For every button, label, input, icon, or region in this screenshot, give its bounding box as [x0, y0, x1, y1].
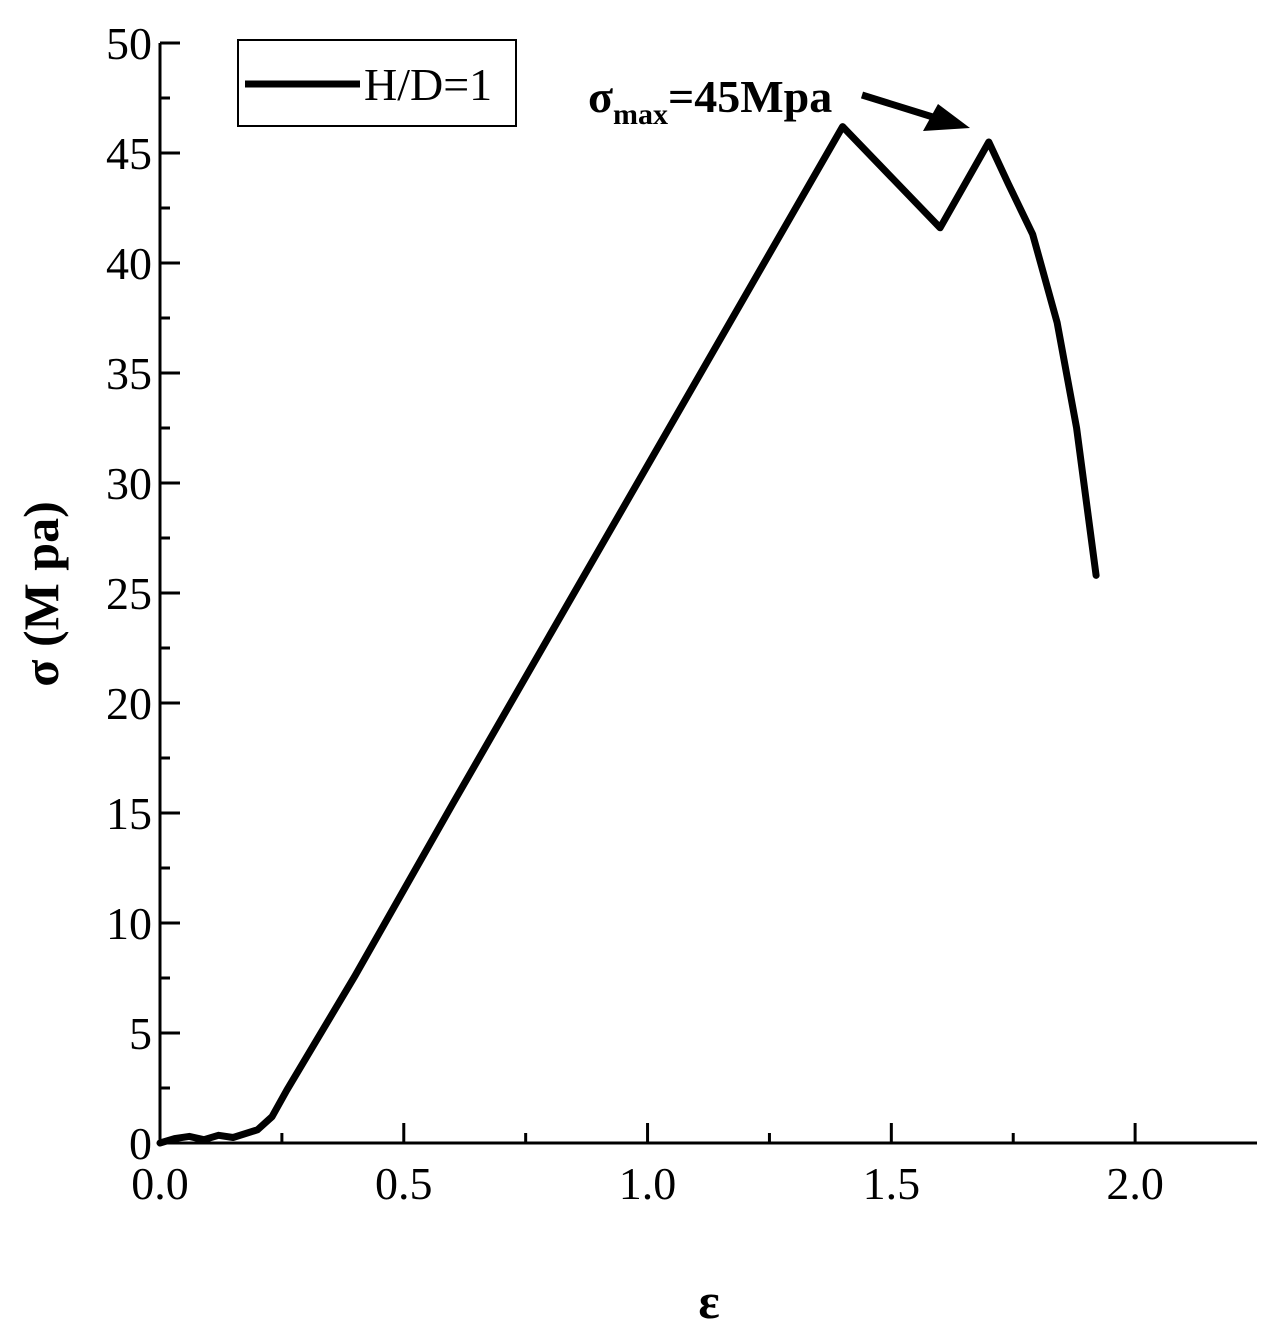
series-line: [156, 123, 1100, 1147]
y-tick-label: 10: [106, 898, 152, 949]
y-tick-label: 0: [129, 1118, 152, 1169]
x-tick-label: 0.5: [375, 1158, 433, 1209]
annotation-symbol: σ: [588, 71, 613, 122]
x-tick-label: 0.0: [131, 1158, 189, 1209]
y-tick-label: 25: [106, 568, 152, 619]
y-tick-label: 45: [106, 128, 152, 179]
y-tick-label: 40: [106, 238, 152, 289]
x-tick-label: 2.0: [1106, 1158, 1164, 1209]
annotation-arrow-head: [923, 104, 970, 131]
annotation-subscript: max: [613, 98, 668, 131]
legend-box: [237, 39, 517, 127]
y-tick-label: 50: [106, 18, 152, 69]
x-tick-label: 1.0: [619, 1158, 677, 1209]
legend-label: H/D=1: [364, 59, 492, 110]
ticks: 0 5 10 15 20 25 30 35 40 45 50 0.0 0.5 1.0 1.5 2.0: [106, 18, 1164, 1209]
x-tick-label: 1.5: [863, 1158, 921, 1209]
legend: H/D=1: [237, 39, 517, 127]
y-tick-label: 20: [106, 678, 152, 729]
y-axis-title: σ (M pa): [13, 501, 69, 687]
annotation-arrow-shaft: [860, 91, 938, 122]
y-tick-label: 15: [106, 788, 152, 839]
y-tick-label: 5: [129, 1008, 152, 1059]
y-tick-label: 30: [106, 458, 152, 509]
x-axis-title: ε: [698, 1273, 719, 1329]
annotation-label: σmax=45Mpa: [588, 71, 832, 131]
axes: [158, 43, 1257, 1145]
series-layer: [156, 123, 1100, 1147]
annotation-value: =45Mpa: [668, 71, 832, 122]
y-tick-label: 35: [106, 348, 152, 399]
max-stress-annotation: σmax=45Mpa: [588, 71, 970, 131]
